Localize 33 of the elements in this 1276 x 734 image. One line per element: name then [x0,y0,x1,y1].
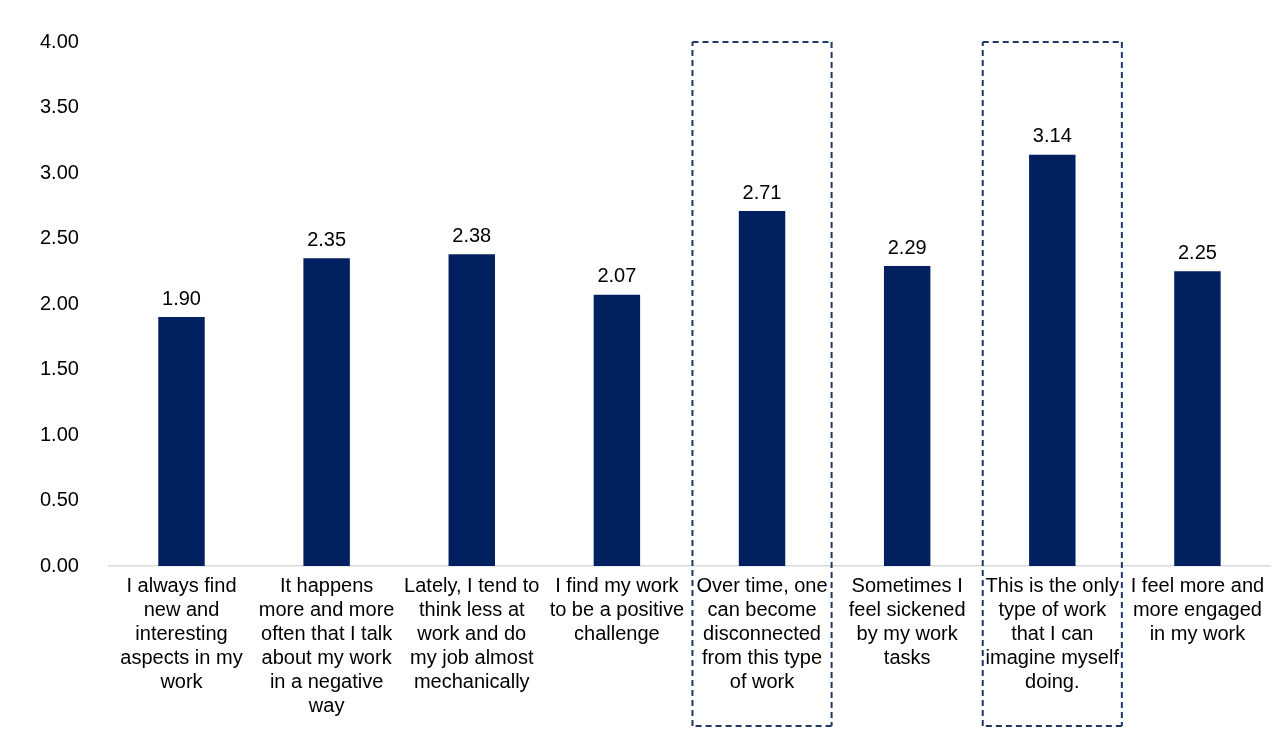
bar [883,266,931,566]
data-label: 2.25 [1177,240,1217,263]
x-tick-label: Over time, one can become disconnected from this type of work [696,573,828,692]
y-tick-label: 0.00 [39,553,79,576]
y-tick-label: 2.50 [39,226,79,249]
y-tick-label: 1.00 [39,422,79,445]
data-label: 2.35 [307,227,347,250]
bar [738,210,786,566]
x-tick-label: I feel more and more engaged in my work [1130,573,1265,644]
bar [1174,271,1221,566]
data-label: 2.29 [887,235,927,258]
data-label: 2.71 [742,180,782,203]
data-label: 2.38 [452,223,492,246]
bar [303,258,350,566]
data-label: 1.90 [162,286,201,309]
x-tick-label: Lately, I tend to think less at work and do my job almost mechanically [404,573,540,692]
x-tick-label: This is the only type of work that I can imagine myself doing. [985,573,1120,692]
bar [158,317,205,566]
x-tick-label: Sometimes I feel sickened by my work tasks [848,573,966,668]
y-tick-label: 3.00 [39,160,79,183]
bar [593,294,641,566]
x-tick-label: I find my work to be a positive challenge [549,573,685,644]
x-tick-label: It happens more and more often that I talk about my work in a negative way [258,573,395,716]
data-label: 2.07 [597,264,637,287]
y-tick-label: 4.00 [39,29,79,52]
bar [448,254,495,566]
y-tick-label: 0.50 [39,488,79,511]
data-label: 3.14 [1032,124,1072,147]
y-tick-label: 1.50 [39,357,79,380]
bar [1029,154,1076,566]
y-tick-label: 3.50 [39,95,79,118]
y-tick-label: 2.00 [39,291,79,314]
x-tick-label: I always find new and interesting aspects in my work [120,573,243,692]
